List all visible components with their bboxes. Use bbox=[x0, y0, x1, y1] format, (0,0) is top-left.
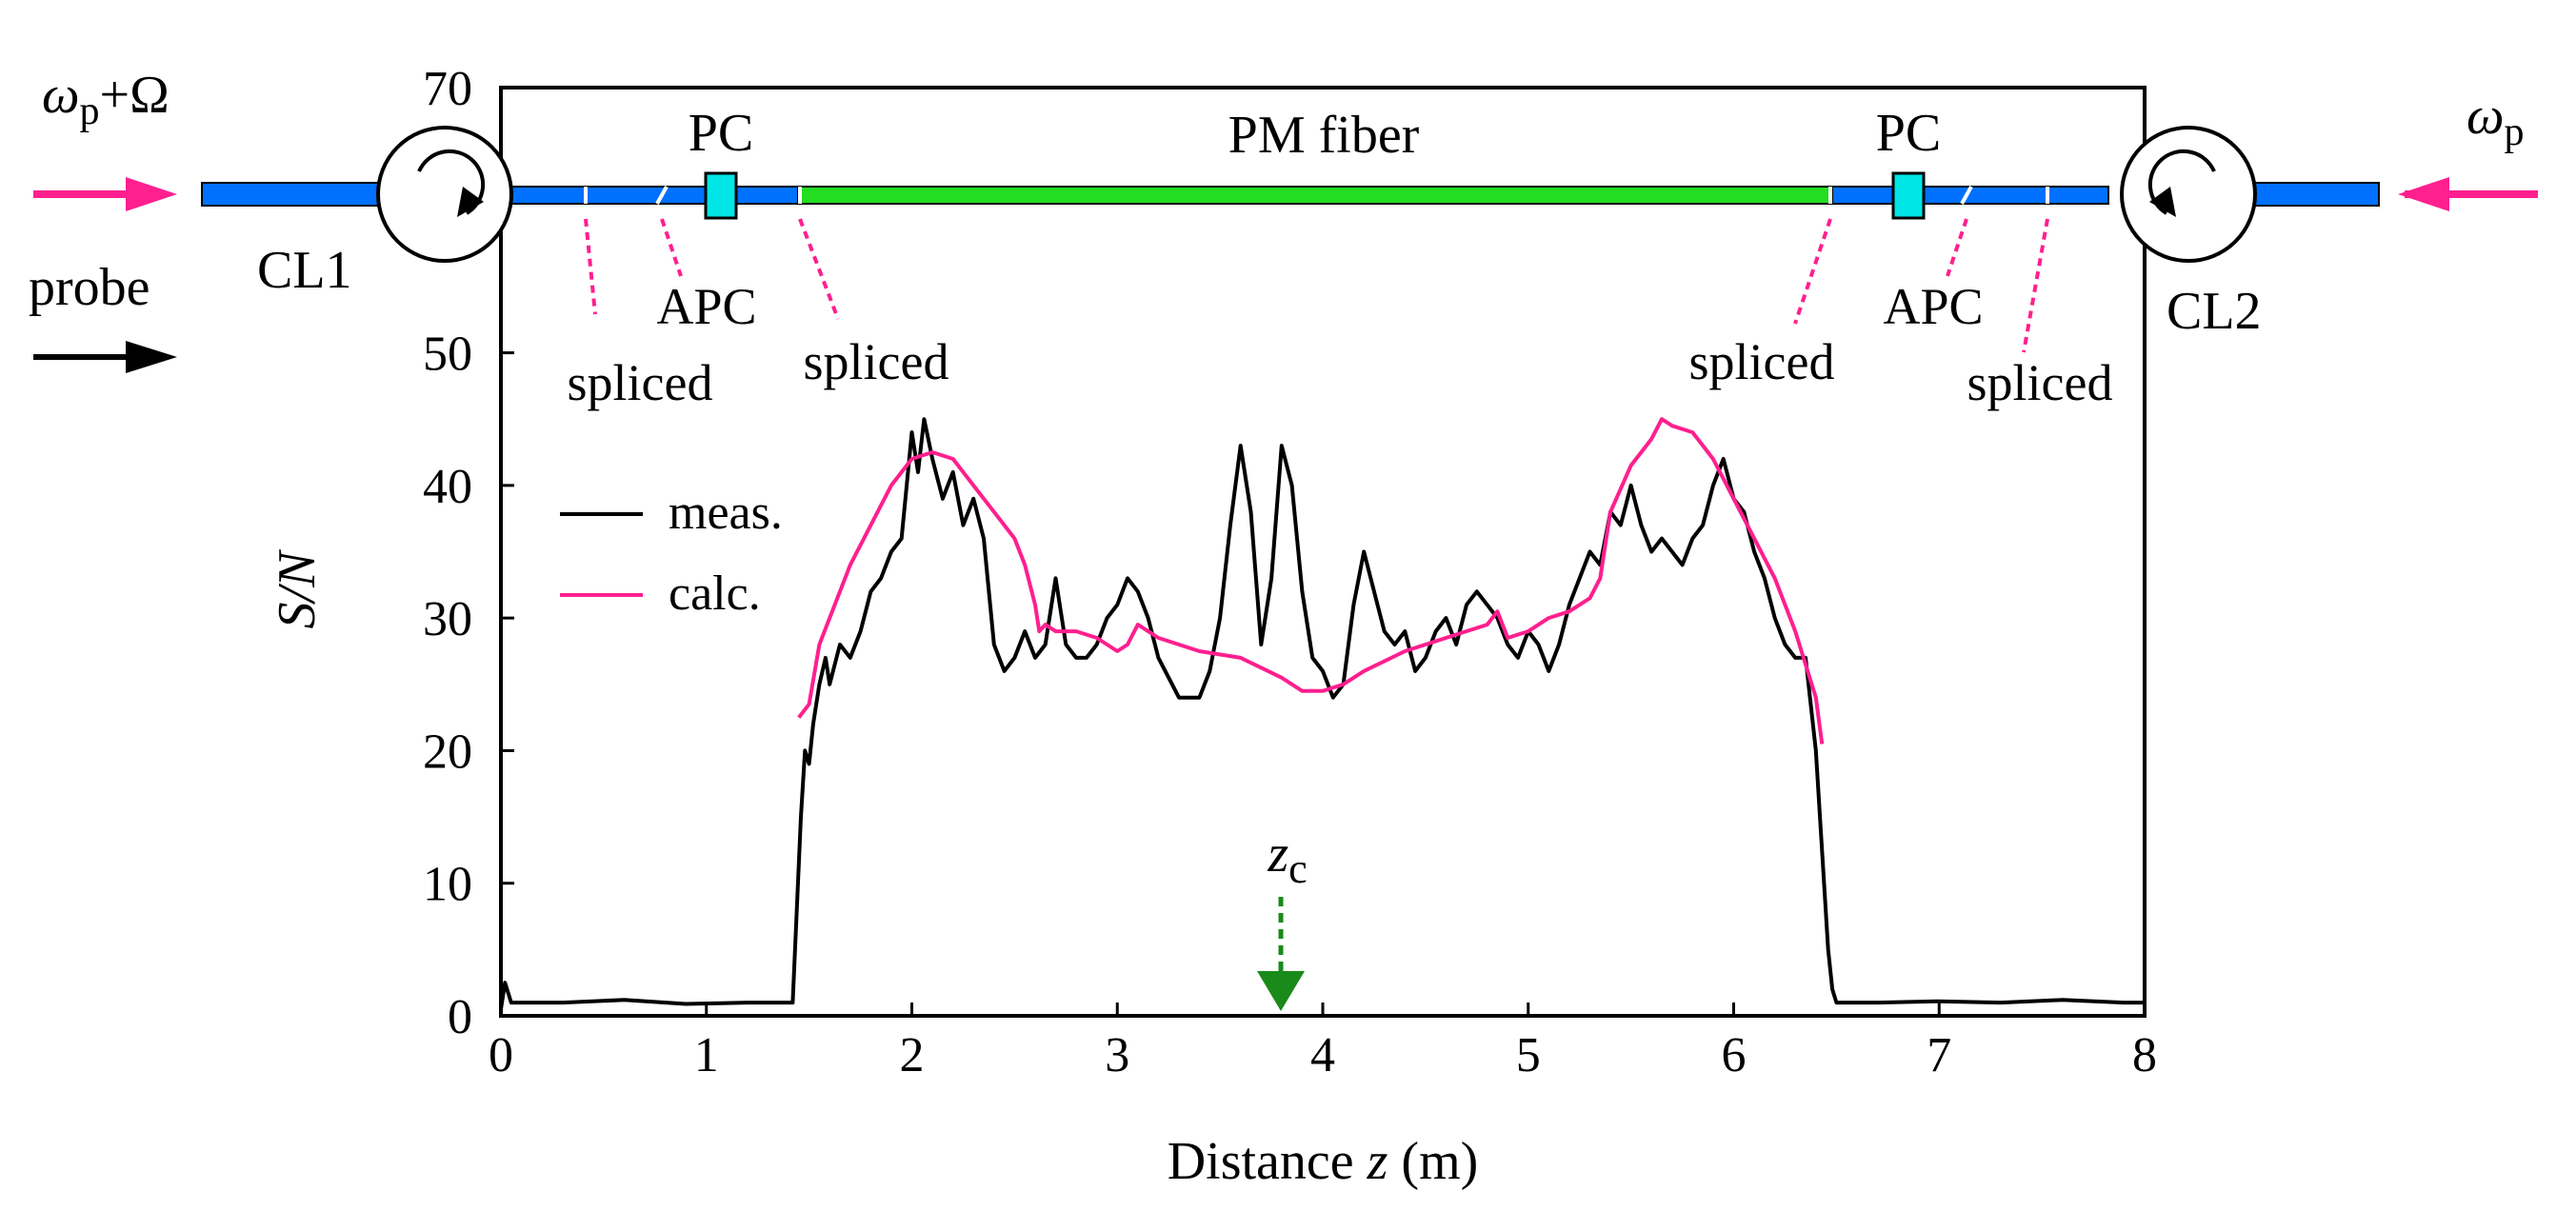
leader-right-spliced-2 bbox=[2022, 218, 2049, 353]
cl1-label: CL1 bbox=[257, 241, 352, 300]
setup-diagram: PM fiber PC PC CL1 CL2 ωp+Ω ωp probe bbox=[29, 66, 2538, 411]
pm-fiber bbox=[797, 186, 1833, 205]
pm-fiber-label: PM fiber bbox=[1228, 106, 1420, 165]
y-tick-label: 70 bbox=[423, 62, 472, 116]
x-tick-label: 2 bbox=[900, 1028, 925, 1082]
fiber-left-section bbox=[494, 186, 799, 205]
pump-left-arrowhead-icon bbox=[126, 177, 177, 211]
zc-arrow-head bbox=[1257, 971, 1305, 1011]
x-tick-label: 6 bbox=[1722, 1028, 1747, 1082]
pc-right-label: PC bbox=[1876, 104, 1942, 163]
pump-right-label: ωp bbox=[2466, 87, 2525, 154]
pc-left-box bbox=[704, 171, 738, 220]
leader-right-apc bbox=[1946, 218, 1968, 277]
pc-right-box bbox=[1891, 171, 1926, 220]
circulator-cl2 bbox=[2120, 126, 2257, 263]
legend-meas-label: meas. bbox=[669, 486, 783, 540]
label-right-spliced-2: spliced bbox=[1967, 354, 2113, 411]
series-calc-line bbox=[797, 417, 1825, 745]
series-meas-line bbox=[499, 417, 2145, 1010]
pc-left-label: PC bbox=[689, 104, 754, 163]
x-tick-label: 8 bbox=[2132, 1028, 2157, 1082]
label-left-apc: APC bbox=[656, 278, 756, 335]
circulator-cl2-arrowhead-icon bbox=[2149, 187, 2176, 217]
y-tick-label: 0 bbox=[448, 990, 472, 1044]
leader-left-spliced-2 bbox=[798, 218, 840, 320]
probe-arrowhead-icon bbox=[126, 341, 177, 373]
pump-left-label: ωp+Ω bbox=[42, 66, 170, 133]
label-right-spliced-1: spliced bbox=[1689, 333, 1835, 390]
x-tick-marks bbox=[499, 1003, 2147, 1016]
x-tick-label: 4 bbox=[1310, 1028, 1335, 1082]
y-axis-label: S/N bbox=[268, 549, 327, 629]
leader-right-spliced-1 bbox=[1793, 218, 1832, 325]
x-tick-labels: 0 1 2 3 4 5 6 7 8 bbox=[489, 1028, 2157, 1082]
y-tick-label: 50 bbox=[423, 328, 472, 382]
y-tick-labels: 0 10 20 30 40 50 70 bbox=[423, 62, 472, 1044]
apc-mark-left bbox=[655, 186, 669, 205]
x-axis-label: Distance z (m) bbox=[1168, 1132, 1479, 1191]
legend: meas. calc. bbox=[560, 486, 783, 621]
probe-label: probe bbox=[29, 258, 150, 317]
circulator-cl1 bbox=[376, 126, 513, 263]
pump-right-arrowhead-icon bbox=[2398, 177, 2449, 211]
y-tick-label: 40 bbox=[423, 460, 472, 514]
zc-annotation: zc bbox=[1257, 824, 1308, 1011]
plot-frame bbox=[499, 86, 2147, 1018]
circulator-cl1-arrowhead-icon bbox=[457, 187, 484, 217]
leader-left-spliced-1 bbox=[584, 218, 597, 315]
y-tick-label: 20 bbox=[423, 725, 472, 779]
fiber-right-lead bbox=[2243, 182, 2380, 207]
leader-left-apc bbox=[660, 218, 683, 277]
zc-label: zc bbox=[1267, 824, 1307, 892]
label-left-spliced-1: spliced bbox=[568, 354, 713, 411]
x-tick-label: 0 bbox=[489, 1028, 513, 1082]
label-right-apc: APC bbox=[1883, 278, 1983, 335]
legend-calc-label: calc. bbox=[669, 566, 761, 621]
y-tick-label: 30 bbox=[423, 592, 472, 646]
y-tick-label: 10 bbox=[423, 858, 472, 912]
x-tick-label: 1 bbox=[694, 1028, 719, 1082]
fiber-left-lead bbox=[201, 182, 408, 207]
apc-mark-right bbox=[1960, 186, 1973, 205]
x-tick-label: 3 bbox=[1105, 1028, 1129, 1082]
label-left-spliced-2: spliced bbox=[804, 333, 949, 390]
y-tick-marks bbox=[501, 86, 514, 1018]
x-tick-label: 7 bbox=[1927, 1028, 1951, 1082]
x-tick-label: 5 bbox=[1516, 1028, 1541, 1082]
cl2-label: CL2 bbox=[2167, 282, 2262, 341]
